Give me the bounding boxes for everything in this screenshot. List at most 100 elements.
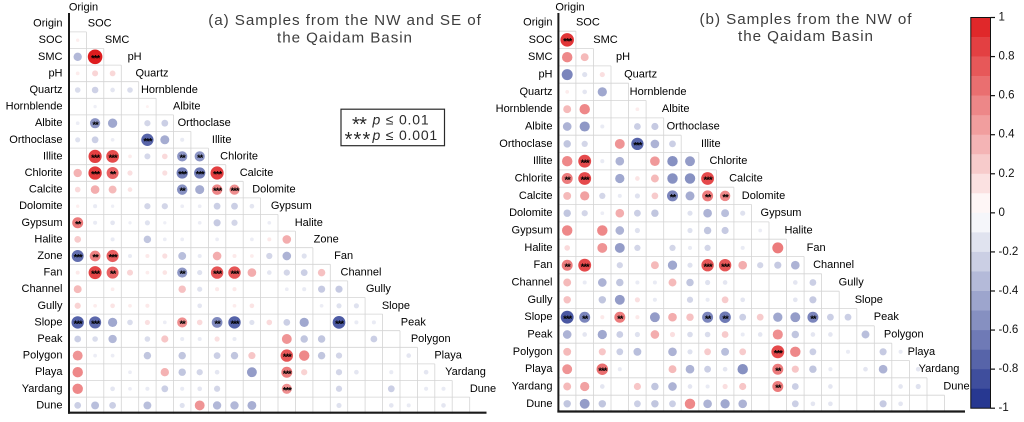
svg-text:Albite: Albite [35,117,63,129]
svg-text:**: ** [705,193,712,204]
svg-text:***: *** [213,186,222,197]
svg-text:SOC: SOC [529,34,553,46]
svg-text:Quartz: Quartz [519,86,552,98]
svg-text:**: ** [775,366,782,377]
svg-text:Slope: Slope [524,311,552,323]
svg-text:***: *** [91,53,100,64]
svg-text:0.8: 0.8 [999,51,1015,63]
svg-text:Slope: Slope [855,294,883,306]
svg-text:***: *** [91,170,100,181]
svg-text:SOC: SOC [39,34,63,46]
svg-text:***: *** [283,385,292,396]
svg-text:Polygon: Polygon [884,329,924,341]
svg-text:**: ** [110,170,117,181]
svg-text:Orthoclase: Orthoclase [178,117,231,129]
svg-text:***: *** [283,352,292,363]
svg-text:Slope: Slope [382,300,410,312]
svg-text:Illite: Illite [701,138,721,150]
svg-text:Zone: Zone [37,250,62,262]
svg-text:Yardang: Yardang [445,366,486,378]
svg-text:**: ** [110,269,117,280]
svg-text:Polygon: Polygon [411,333,451,345]
svg-text:Peak: Peak [37,333,63,345]
svg-text:***: *** [563,314,572,325]
svg-text:Calcite: Calcite [729,173,763,185]
svg-text:Albite: Albite [173,101,201,113]
svg-text:***: *** [91,319,100,330]
svg-text:Orthoclase: Orthoclase [499,138,552,150]
svg-text:Dolomite: Dolomite [509,207,552,219]
svg-text:Channel: Channel [22,283,63,295]
svg-text:**: ** [75,219,82,230]
svg-text:Playa: Playa [525,363,553,375]
svg-text:**: ** [179,319,186,330]
svg-text:Polygon: Polygon [23,350,63,362]
svg-text:***: *** [143,136,152,147]
svg-text:Albite: Albite [662,103,690,115]
svg-text:**: ** [179,269,186,280]
svg-text:-0.4: -0.4 [999,285,1019,297]
svg-text:Hornblende: Hornblende [6,101,63,113]
svg-text:Halite: Halite [34,233,62,245]
svg-text:Yardang: Yardang [919,363,960,375]
svg-text:**: ** [617,314,624,325]
svg-text:***: *** [283,369,292,380]
svg-text:(a) Samples from the NW and SE: (a) Samples from the NW and SE of [208,12,482,29]
svg-text:***: *** [91,269,100,280]
svg-text:Illite: Illite [533,155,553,167]
svg-text:***: *** [581,262,590,273]
svg-text:Calcite: Calcite [519,190,553,202]
svg-text:Orthoclase: Orthoclase [9,134,62,146]
svg-text:**: ** [352,114,367,136]
svg-text:***: *** [335,319,344,330]
svg-text:***: *** [213,170,222,181]
svg-text:Slope: Slope [34,316,62,328]
svg-text:Hornblende: Hornblende [630,86,687,98]
svg-text:Albite: Albite [525,121,553,133]
svg-text:Halite: Halite [784,225,812,237]
svg-text:Gully: Gully [839,277,865,289]
svg-text:SMC: SMC [528,51,553,63]
svg-text:the Qaidam Basin: the Qaidam Basin [277,30,413,47]
svg-text:Gully: Gully [37,300,63,312]
svg-text:Illite: Illite [212,134,232,146]
svg-text:0: 0 [999,207,1005,219]
svg-text:(b) Samples from the NW of: (b) Samples from the NW of [700,11,913,28]
svg-text:Dune: Dune [526,398,552,410]
svg-text:Quartz: Quartz [624,69,657,81]
svg-text:***: *** [91,153,100,164]
svg-text:**: ** [722,193,729,204]
svg-text:Quartz: Quartz [135,67,168,79]
svg-text:Hornblende: Hornblende [496,103,553,115]
svg-text:SMC: SMC [38,51,63,63]
svg-text:pH: pH [538,69,552,81]
svg-text:SOC: SOC [88,18,112,30]
svg-text:Yardang: Yardang [22,383,63,395]
svg-text:***: *** [230,186,239,197]
svg-text:Origin: Origin [33,18,62,30]
svg-text:Channel: Channel [341,267,382,279]
svg-text:Gypsum: Gypsum [22,217,63,229]
svg-text:p ≤ 0.001: p ≤ 0.001 [372,127,439,143]
svg-text:Peak: Peak [527,329,553,341]
svg-text:**: ** [179,186,186,197]
svg-text:***: *** [581,158,590,169]
svg-text:-0.2: -0.2 [999,246,1019,258]
svg-text:**: ** [197,153,204,164]
svg-text:**: ** [705,314,712,325]
svg-text:**: ** [722,314,729,325]
svg-text:**: ** [564,175,571,186]
svg-text:***: *** [178,170,187,181]
svg-text:**: ** [564,262,571,273]
svg-text:***: *** [721,262,730,273]
svg-text:**: ** [810,314,817,325]
svg-text:**: ** [92,253,99,264]
svg-text:**: ** [775,383,782,394]
svg-text:-1: -1 [999,402,1009,414]
svg-text:***: *** [74,253,83,264]
svg-text:Channel: Channel [813,259,854,271]
svg-text:Polygon: Polygon [513,346,553,358]
svg-text:**: ** [214,319,221,330]
svg-text:Channel: Channel [512,277,553,289]
svg-text:Calcite: Calcite [240,167,274,179]
